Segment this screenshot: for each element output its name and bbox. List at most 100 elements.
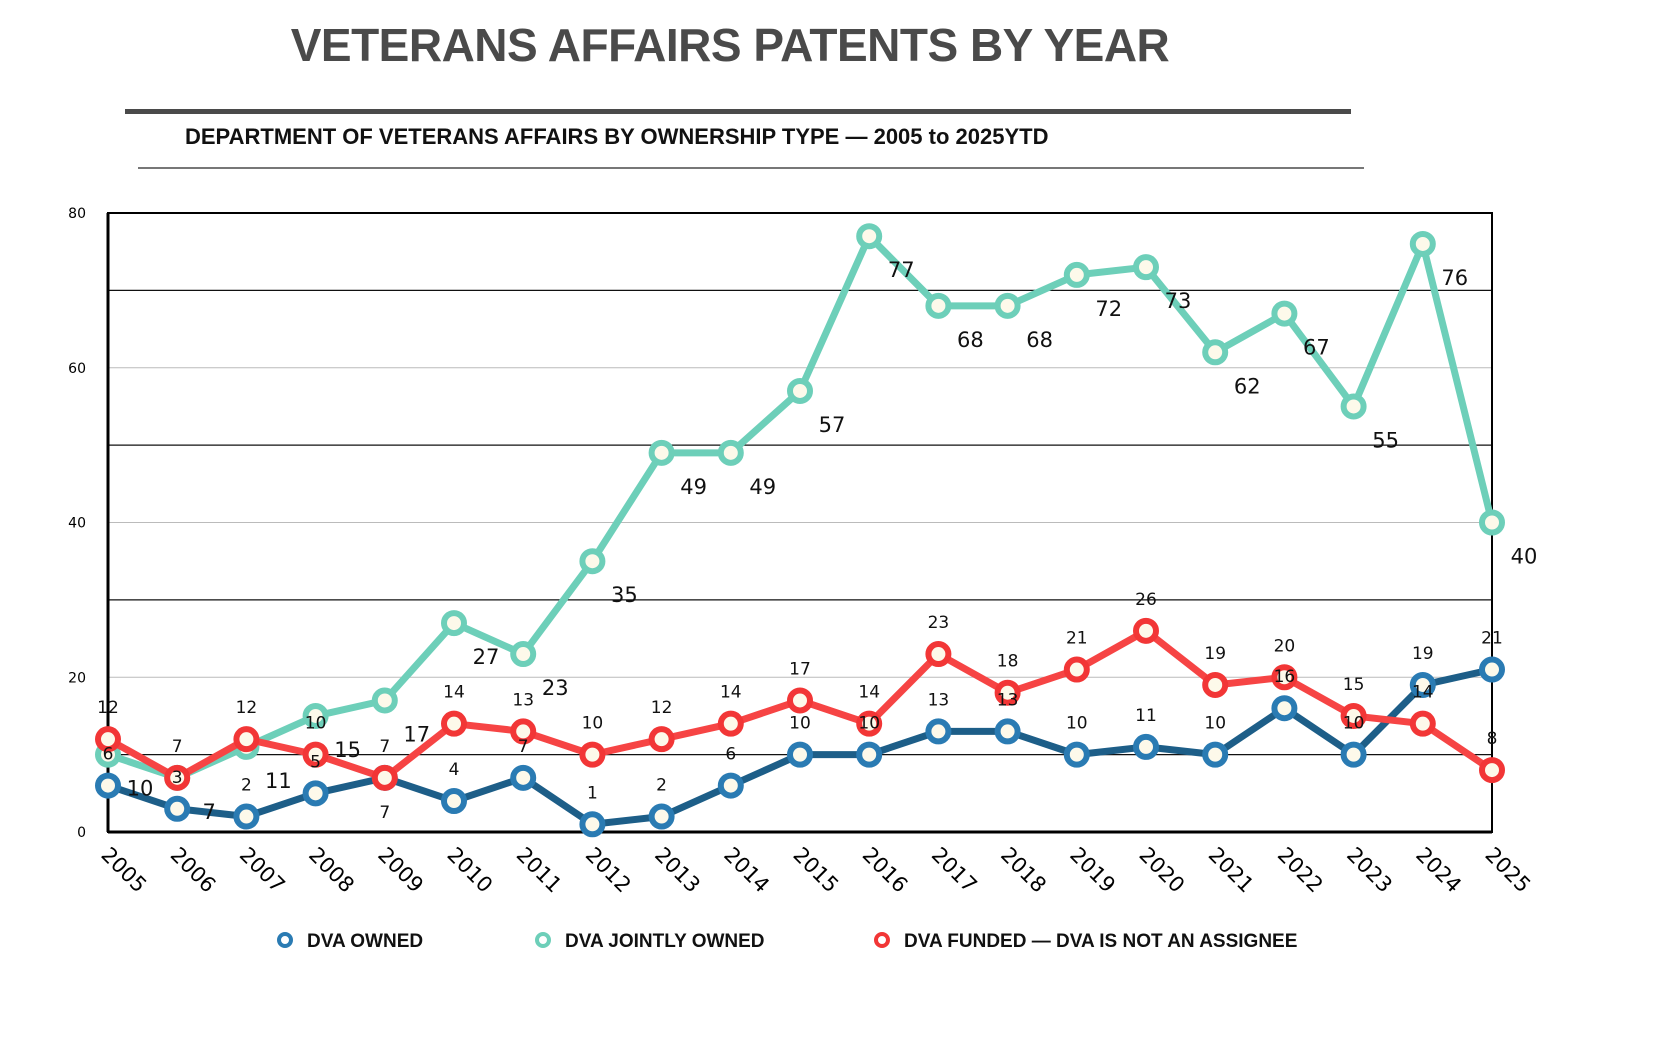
data-point (1340, 393, 1367, 420)
data-point (579, 548, 606, 575)
data-point (233, 726, 260, 753)
data-point (302, 702, 329, 729)
data-point (371, 687, 398, 714)
data-label: 1 (587, 783, 598, 803)
y-tick-label: 40 (68, 516, 86, 532)
data-point (1271, 300, 1298, 327)
data-point (1133, 254, 1159, 281)
data-label: 26 (1135, 590, 1157, 610)
x-tick-label: 2014 (719, 843, 774, 898)
data-label: 17 (403, 722, 430, 746)
data-label: 17 (789, 659, 811, 679)
x-tick-label: 2020 (1134, 843, 1189, 898)
data-point (1133, 617, 1159, 644)
data-point (1202, 671, 1229, 698)
data-label: 12 (651, 698, 673, 718)
data-label: 2 (241, 776, 252, 796)
x-tick-label: 2005 (96, 843, 151, 898)
data-point (510, 764, 537, 791)
data-label: 14 (1412, 683, 1434, 703)
data-label: 14 (720, 683, 742, 703)
data-label: 5 (310, 752, 321, 772)
data-point (95, 772, 121, 799)
data-label: 21 (1066, 629, 1088, 649)
data-point (994, 718, 1021, 745)
x-tick-label: 2015 (788, 843, 843, 898)
data-label: 8 (1487, 729, 1498, 749)
data-label: 3 (172, 768, 183, 788)
data-point (1479, 757, 1505, 784)
data-label: 57 (819, 413, 846, 437)
data-label: 13 (512, 690, 534, 710)
data-label: 76 (1441, 266, 1468, 290)
data-label: 49 (680, 475, 707, 499)
data-label: 49 (749, 475, 776, 499)
data-label: 13 (928, 690, 950, 710)
data-label: 40 (1511, 545, 1538, 569)
data-label: 27 (473, 645, 500, 669)
data-label: 10 (1343, 714, 1365, 734)
data-label: 10 (1066, 714, 1088, 734)
data-point (717, 439, 744, 466)
data-label: 10 (305, 714, 327, 734)
data-point (510, 718, 537, 745)
data-label: 14 (443, 683, 465, 703)
data-point (579, 741, 606, 768)
data-point (1202, 339, 1229, 366)
legend-marker (277, 932, 293, 948)
legend-label: DVA FUNDED — DVA IS NOT AN ASSIGNEE (904, 931, 1297, 952)
x-tick-label: 2010 (442, 843, 497, 898)
chart-title: VETERANS AFFAIRS PATENTS BY YEAR (290, 19, 1170, 71)
data-point (856, 741, 883, 768)
data-label: 21 (1481, 629, 1503, 649)
data-label: 15 (334, 738, 361, 762)
data-point (233, 803, 260, 830)
data-label: 2 (656, 776, 667, 796)
data-point (95, 726, 121, 753)
data-point (925, 292, 952, 319)
subtitle-rule (138, 167, 1364, 169)
data-label: 14 (858, 683, 880, 703)
data-label: 68 (957, 328, 984, 352)
data-label: 16 (1274, 667, 1296, 687)
data-point (1479, 656, 1505, 683)
data-point (1063, 261, 1090, 288)
data-point (787, 741, 813, 768)
data-point (717, 710, 744, 737)
data-label: 62 (1234, 374, 1261, 398)
data-label: 19 (1412, 644, 1434, 664)
x-tick-label: 2012 (581, 843, 636, 898)
data-label: 6 (725, 745, 736, 765)
data-point (787, 687, 813, 714)
data-point (371, 764, 398, 791)
data-label: 13 (997, 690, 1019, 710)
data-point (1409, 710, 1436, 737)
chart-subtitle: DEPARTMENT OF VETERANS AFFAIRS BY OWNERS… (185, 124, 1049, 149)
data-point (1202, 741, 1229, 768)
data-point (1063, 656, 1090, 683)
data-point (787, 377, 813, 404)
data-label: 10 (582, 714, 604, 734)
data-point (1133, 733, 1159, 760)
x-tick-label: 2019 (1065, 843, 1120, 898)
data-label: 7 (172, 737, 183, 757)
data-point (441, 788, 467, 815)
data-label: 7 (379, 737, 390, 757)
data-point (648, 803, 675, 830)
y-tick-label: 20 (68, 670, 86, 686)
x-tick-label: 2016 (858, 843, 913, 898)
y-tick-label: 60 (68, 361, 86, 377)
data-point (925, 718, 952, 745)
data-label: 11 (1135, 706, 1157, 726)
data-point (925, 641, 952, 668)
data-point (1340, 702, 1367, 729)
data-point (1063, 741, 1090, 768)
data-point (1340, 741, 1367, 768)
data-point (994, 679, 1021, 706)
legend-marker (535, 932, 551, 948)
data-point (856, 710, 883, 737)
x-tick-label: 2025 (1480, 843, 1535, 898)
data-label: 35 (611, 583, 638, 607)
x-tick-label: 2023 (1342, 843, 1397, 898)
